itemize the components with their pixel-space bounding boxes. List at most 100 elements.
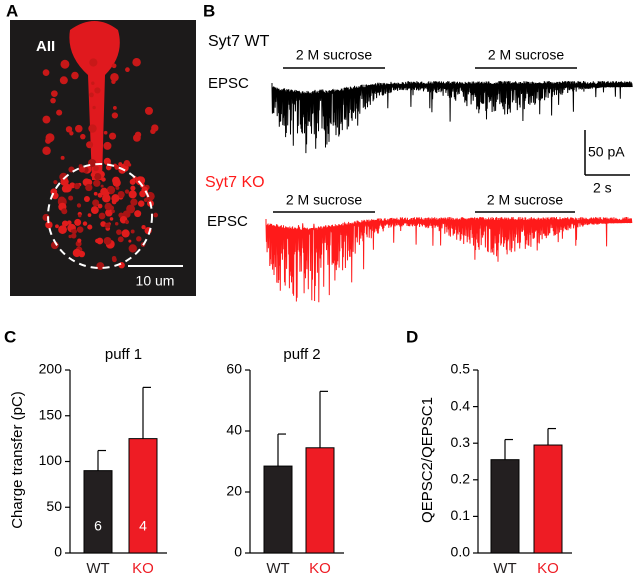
puncta: [53, 180, 58, 185]
puncta: [42, 69, 50, 76]
puncta: [114, 222, 119, 226]
puncta: [68, 195, 74, 201]
puncta: [114, 164, 120, 170]
y-axis-label: QEPSC2/QEPSC1: [419, 397, 436, 523]
y-tick-label: 50: [46, 498, 62, 514]
puncta: [125, 67, 130, 73]
puncta: [87, 213, 92, 217]
puncta: [103, 237, 112, 245]
puncta: [129, 178, 136, 185]
puncta: [102, 193, 111, 203]
puncta: [90, 206, 99, 214]
y-tick-label: 0: [234, 544, 242, 560]
puncta: [128, 190, 137, 199]
puncta: [101, 177, 106, 182]
trace: [265, 216, 633, 303]
puncta: [111, 112, 118, 119]
puncta: [76, 226, 84, 233]
puncta: [144, 106, 153, 115]
puncta: [98, 212, 106, 220]
puncta: [56, 109, 63, 116]
puncta: [128, 244, 137, 253]
stimulus-label: 2 M sucrose: [487, 192, 563, 208]
puncta: [75, 124, 83, 133]
stimulus-label: 2 M sucrose: [296, 47, 372, 63]
puncta: [136, 236, 142, 242]
puncta: [100, 187, 109, 196]
y-tick-label: 0.5: [451, 361, 471, 377]
puncta: [137, 200, 145, 207]
puncta: [94, 172, 102, 181]
bar: [490, 459, 520, 554]
trace-signal: EPSC: [207, 213, 248, 230]
trace: [271, 80, 633, 154]
trace-name: Syt7 WT: [208, 33, 270, 50]
y-tick-label: 150: [39, 406, 63, 422]
puncta: [71, 233, 77, 239]
y-axis-label: Charge transfer (pC): [9, 391, 26, 529]
puncta: [124, 189, 130, 194]
puncta: [82, 221, 88, 226]
puncta: [143, 197, 148, 203]
puncta: [103, 141, 112, 150]
cell-label: AII: [36, 38, 55, 55]
puncta: [127, 163, 132, 167]
puncta: [111, 209, 115, 214]
bar: [305, 447, 335, 554]
panel-label: B: [203, 1, 215, 20]
puncta: [96, 262, 105, 270]
y-tick-label: 0.3: [451, 434, 471, 450]
puncta: [117, 236, 124, 243]
puncta: [92, 199, 100, 207]
n-label: 4: [139, 518, 147, 534]
puncta: [89, 92, 94, 98]
puncta: [60, 155, 65, 160]
puncta: [89, 58, 98, 67]
puncta: [116, 229, 122, 235]
puncta: [85, 178, 93, 186]
puncta: [126, 204, 136, 214]
puncta: [153, 212, 159, 218]
puncta: [83, 195, 90, 202]
puncta: [68, 234, 72, 239]
puncta: [45, 133, 55, 143]
puncta: [128, 239, 132, 243]
puncta: [61, 185, 70, 193]
puncta: [104, 202, 113, 211]
puncta: [93, 179, 101, 187]
puncta: [71, 71, 79, 80]
puncta: [109, 132, 117, 140]
puncta: [78, 166, 86, 173]
puncta: [133, 133, 141, 142]
puncta: [90, 172, 96, 178]
puncta: [130, 229, 135, 234]
n-label: 6: [94, 518, 102, 534]
puncta: [91, 81, 95, 85]
panel-label: A: [6, 1, 18, 20]
puncta: [73, 183, 81, 190]
puncta: [151, 124, 159, 132]
x-tick-label: WT: [493, 560, 516, 577]
y-tick-label: 20: [226, 483, 242, 499]
puncta: [130, 198, 138, 206]
puncta: [60, 59, 70, 69]
puncta: [50, 97, 56, 104]
x-tick-label: KO: [309, 560, 331, 577]
x-tick-label: KO: [537, 560, 559, 577]
puncta: [77, 238, 82, 243]
y-tick-label: 100: [39, 452, 63, 468]
roi-circle: [47, 163, 153, 269]
puncta: [70, 229, 74, 233]
puncta: [45, 221, 53, 229]
puncta: [60, 177, 69, 186]
puncta: [103, 130, 108, 135]
scale-bar-label: 10 um: [136, 273, 175, 289]
puncta: [121, 229, 130, 238]
scale-bar-label: 50 pA: [588, 144, 625, 160]
y-tick-label: 200: [39, 361, 63, 377]
puncta: [118, 162, 123, 167]
puncta: [109, 217, 114, 221]
puncta: [112, 176, 120, 185]
y-tick-label: 60: [226, 361, 242, 377]
